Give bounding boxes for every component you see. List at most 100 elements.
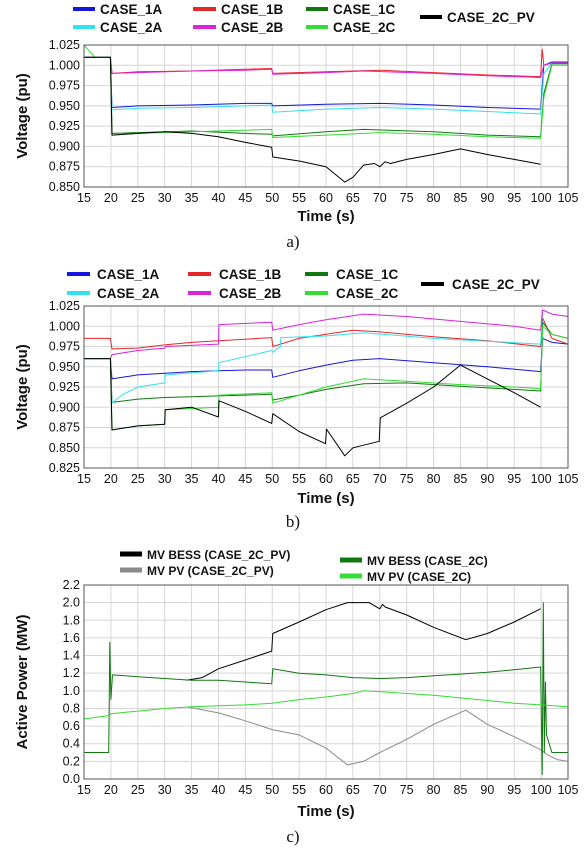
x-tick-label: 60 bbox=[319, 472, 333, 486]
x-tick-label: 40 bbox=[211, 191, 225, 205]
y-tick-label: 0.875 bbox=[49, 421, 80, 435]
x-tick-label: 55 bbox=[292, 472, 306, 486]
x-tick-label: 105 bbox=[558, 472, 579, 486]
x-tick-label: 95 bbox=[507, 472, 521, 486]
y-tick-labels-c: 0.0 0.2 0.4 0.6 0.8 1.0 1.2 1.4 1.6 1.8 2.0 2.2 bbox=[63, 578, 80, 786]
x-axis-label-a: Time (s) bbox=[297, 208, 354, 225]
y-tick-label: 1.6 bbox=[63, 631, 80, 645]
x-tick-label: 50 bbox=[265, 191, 279, 205]
y-tick-label: 1.000 bbox=[49, 58, 80, 72]
x-tick-label: 50 bbox=[265, 472, 279, 486]
x-tick-label: 35 bbox=[185, 472, 199, 486]
x-tick-label: 105 bbox=[558, 783, 579, 797]
x-tick-label: 20 bbox=[104, 472, 118, 486]
x-tick-label: 45 bbox=[238, 191, 252, 205]
x-tick-label: 40 bbox=[211, 472, 225, 486]
x-tick-label: 75 bbox=[400, 472, 414, 486]
x-tick-label: 30 bbox=[158, 472, 172, 486]
x-tick-label: 60 bbox=[319, 191, 333, 205]
y-tick-label: 1.4 bbox=[63, 649, 80, 663]
panel-label-b: b) bbox=[286, 512, 300, 531]
series-line-case-2a bbox=[84, 309, 569, 404]
legend-label-case-1b: CASE_1B bbox=[221, 2, 284, 17]
plot-frame-c bbox=[83, 584, 569, 780]
series-line-case-2c-pv bbox=[84, 358, 541, 457]
y-tick-label: 0.925 bbox=[49, 380, 80, 394]
x-tick-labels-b: 15 20 25 30 35 40 45 50 55 60 65 70 75 80 85 90 95 100 105 bbox=[77, 472, 578, 486]
plot-area-b: 15 20 25 30 35 40 45 50 55 60 65 70 75 80 85 90 95 100 105… bbox=[49, 299, 579, 486]
gridlines-a bbox=[83, 44, 569, 188]
y-tick-labels-a: 0.850 0.875 0.900 0.925 0.950 0.975 1.000 1.025 bbox=[49, 38, 80, 194]
gridlines-c bbox=[83, 584, 569, 780]
x-tick-label: 25 bbox=[131, 472, 145, 486]
legend-label-case-1c: CASE_1C bbox=[333, 2, 396, 17]
x-tick-label: 65 bbox=[346, 783, 360, 797]
x-tick-label: 45 bbox=[238, 783, 252, 797]
x-tick-label: 40 bbox=[211, 783, 225, 797]
legend-label-mv-pv-case-2c: MV PV (CASE_2C) bbox=[367, 570, 471, 584]
series-line-case-2c-pv bbox=[84, 56, 541, 183]
x-tick-label: 75 bbox=[400, 783, 414, 797]
y-tick-label: 0.975 bbox=[49, 340, 80, 354]
panel-label-a: a) bbox=[286, 232, 299, 251]
x-tick-label: 80 bbox=[427, 472, 441, 486]
panel-b: CASE_1A CASE_1B CASE_1C CASE_2A CASE_2B … bbox=[14, 267, 578, 531]
x-tick-label: 100 bbox=[531, 783, 552, 797]
x-tick-labels-c: 15 20 25 30 35 40 45 50 55 60 65 70 75 80 85 90 95 100 105 bbox=[77, 783, 578, 797]
y-tick-label: 0.875 bbox=[49, 160, 80, 174]
y-tick-label: 1.025 bbox=[49, 299, 80, 313]
x-tick-label: 80 bbox=[427, 783, 441, 797]
x-tick-label: 85 bbox=[453, 783, 467, 797]
x-tick-label: 45 bbox=[238, 472, 252, 486]
x-tick-label: 20 bbox=[104, 191, 118, 205]
x-tick-label: 30 bbox=[158, 191, 172, 205]
legend-label-mv-pv-case-2c-part1: MV PV (CASE_2C) bbox=[367, 570, 471, 584]
legend-label-case-1b: CASE_1B bbox=[219, 267, 282, 282]
legend-label-case-2b: CASE_2B bbox=[219, 286, 282, 301]
x-tick-label: 95 bbox=[507, 191, 521, 205]
legend-label-case-2a: CASE_2A bbox=[97, 286, 160, 301]
y-tick-label: 0.8 bbox=[63, 701, 80, 715]
legend-b: CASE_1A CASE_1B CASE_1C CASE_2A CASE_2B … bbox=[67, 267, 540, 301]
y-tick-label: 0.825 bbox=[49, 461, 80, 475]
x-tick-label: 60 bbox=[319, 783, 333, 797]
y-tick-label: 0.975 bbox=[49, 79, 80, 93]
x-tick-label: 55 bbox=[292, 191, 306, 205]
x-tick-label: 15 bbox=[77, 472, 91, 486]
series-line-mv-bess-case-2c bbox=[84, 602, 568, 776]
y-tick-label: 1.000 bbox=[49, 319, 80, 333]
panel-c: MV BESS (CASE_2C_PV) MV PV (CASE_2C_PV) … bbox=[14, 548, 578, 846]
y-tick-label: 0.950 bbox=[49, 99, 80, 113]
series-line-case-2b bbox=[84, 309, 569, 360]
y-tick-label: 0.900 bbox=[49, 139, 80, 153]
y-axis-label-b: Voltage (pu) bbox=[14, 344, 31, 430]
legend-label-mv-bess-case-2c-pv-part1: MV BESS (CASE_2C_PV) bbox=[147, 548, 290, 562]
panel-label-c: c) bbox=[286, 827, 299, 846]
x-tick-label: 15 bbox=[77, 783, 91, 797]
x-tick-label: 80 bbox=[427, 191, 441, 205]
legend-label-case-2a: CASE_2A bbox=[100, 20, 163, 35]
y-tick-label: 0.850 bbox=[49, 441, 80, 455]
y-tick-label: 0.2 bbox=[63, 754, 80, 768]
legend-label-case-2b: CASE_2B bbox=[221, 20, 284, 35]
y-tick-label: 0.925 bbox=[49, 119, 80, 133]
series-line-case-2b bbox=[84, 56, 568, 78]
x-tick-label: 70 bbox=[373, 472, 387, 486]
x-tick-label: 100 bbox=[531, 472, 552, 486]
y-axis-label-c: Active Power (MW) bbox=[14, 614, 31, 749]
x-tick-label: 105 bbox=[558, 191, 579, 205]
legend-label-mv-bess-case-2c: MV BESS (CASE_2C) bbox=[367, 554, 488, 568]
series-line-mv-pv-case-2c-pv bbox=[186, 706, 569, 766]
x-tick-label: 30 bbox=[158, 783, 172, 797]
legend-label-case-2c: CASE_2C bbox=[336, 286, 399, 301]
x-tick-label: 50 bbox=[265, 783, 279, 797]
y-tick-labels-b: 0.825 0.850 0.875 0.900 0.925 0.950 0.975 1.000… bbox=[49, 299, 80, 475]
legend-label-case-2c: CASE_2C bbox=[333, 20, 396, 35]
plot-frame-a bbox=[83, 44, 569, 188]
plot-frame-b bbox=[83, 305, 569, 469]
legend-label-case-2c-pv: CASE_2C_PV bbox=[452, 277, 540, 292]
legend-label-mv-pv-case-2c-pv: MV PV (CASE_2C_PV) bbox=[147, 564, 274, 578]
legend-label-mv-pv-case-2c-pv-part1: MV PV (CASE_2C_PV) bbox=[147, 564, 274, 578]
x-tick-label: 90 bbox=[480, 472, 494, 486]
x-tick-label: 85 bbox=[453, 191, 467, 205]
